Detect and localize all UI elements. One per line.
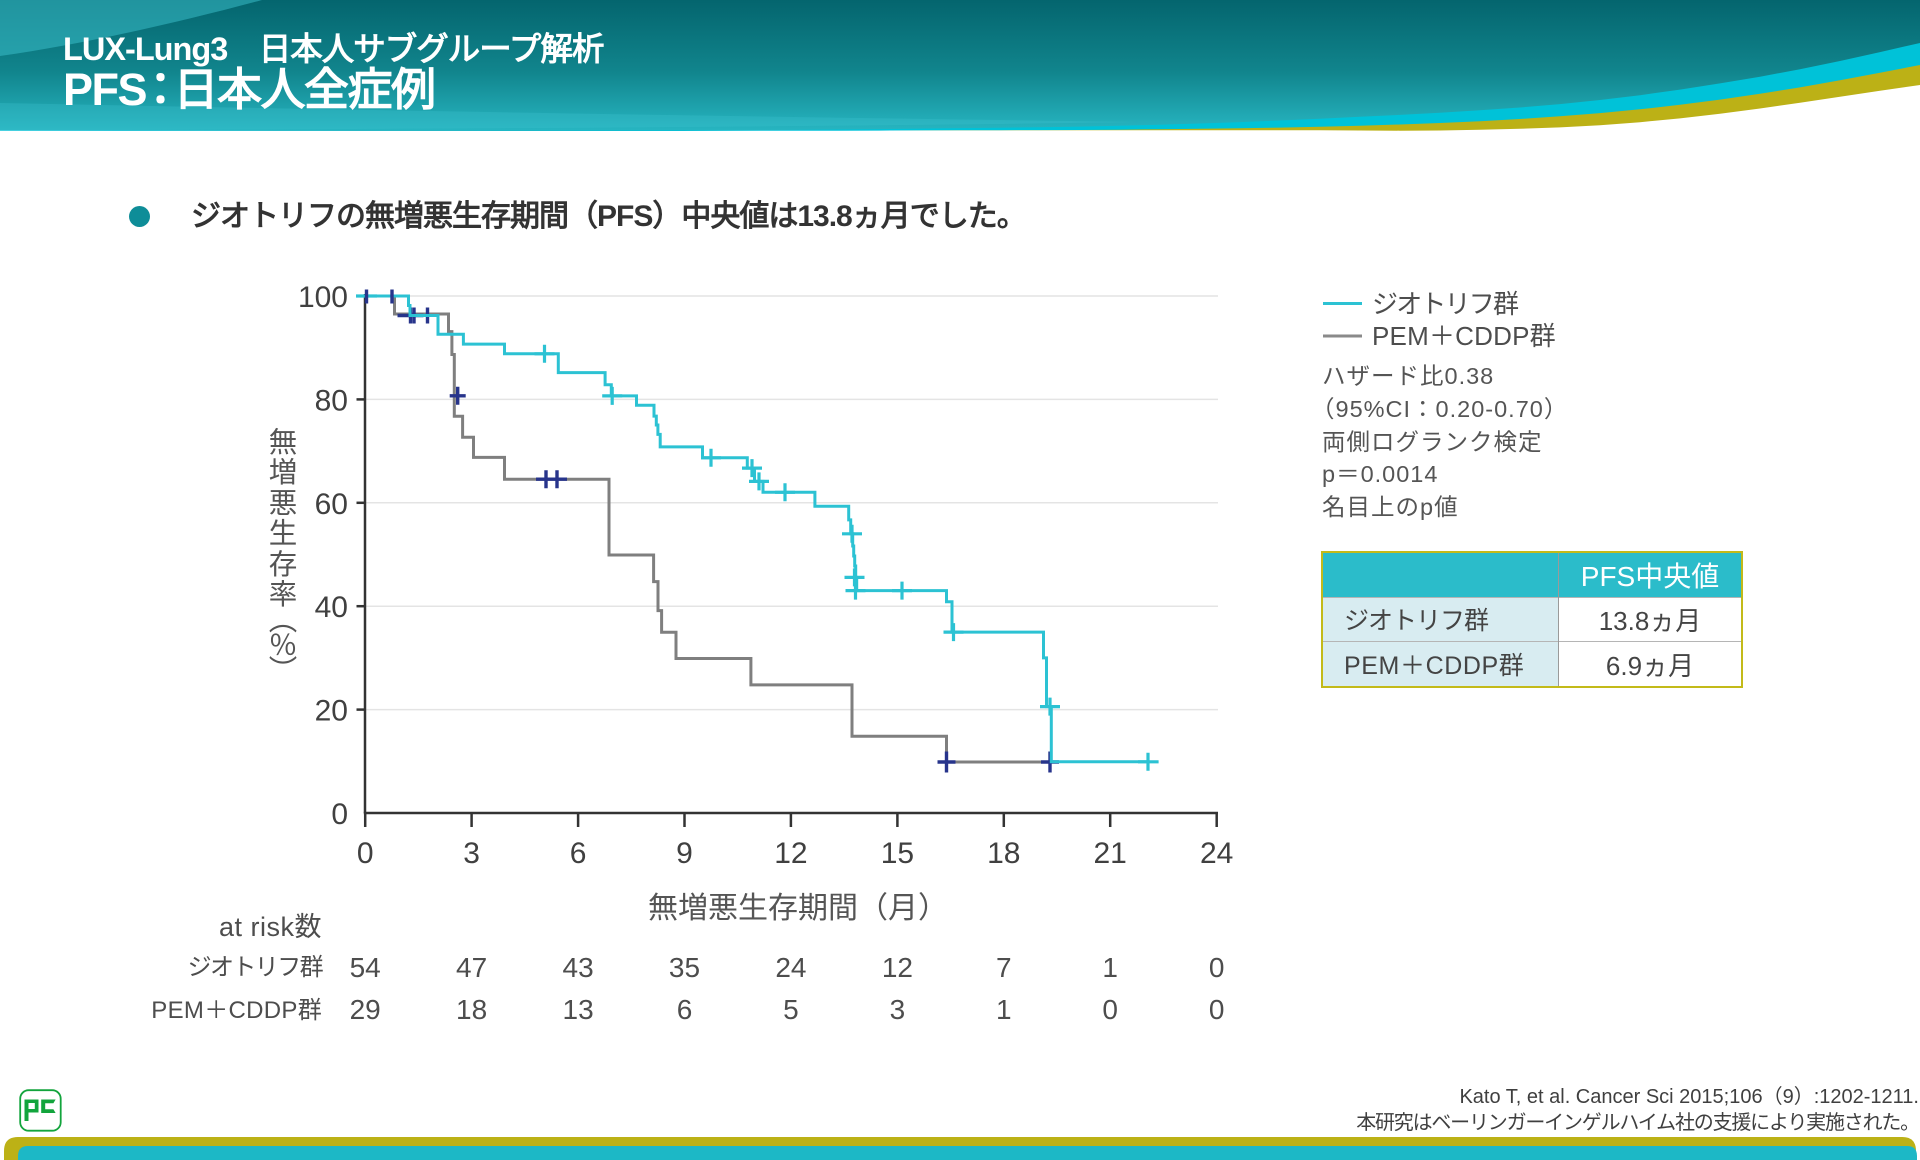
svg-text:0: 0 xyxy=(1209,952,1225,983)
svg-text:35: 35 xyxy=(669,952,700,983)
svg-text:40: 40 xyxy=(315,591,348,624)
svg-text:ジオトリフ群: ジオトリフ群 xyxy=(188,954,324,981)
svg-text:5: 5 xyxy=(783,994,799,1025)
svg-text:20: 20 xyxy=(315,695,348,728)
svg-text:18: 18 xyxy=(456,994,487,1025)
svg-text:3: 3 xyxy=(463,837,480,870)
svg-text:9: 9 xyxy=(676,837,693,870)
svg-text:15: 15 xyxy=(881,837,914,870)
svg-text:12: 12 xyxy=(774,837,807,870)
svg-text:0: 0 xyxy=(331,798,348,831)
svg-text:1: 1 xyxy=(1102,952,1118,983)
svg-text:3: 3 xyxy=(890,994,906,1025)
svg-text:54: 54 xyxy=(350,952,381,983)
svg-text:80: 80 xyxy=(315,384,348,417)
svg-text:7: 7 xyxy=(996,952,1012,983)
svg-text:21: 21 xyxy=(1094,837,1127,870)
svg-text:at risk数: at risk数 xyxy=(219,912,322,942)
svg-text:18: 18 xyxy=(987,837,1020,870)
svg-text:0: 0 xyxy=(357,837,374,870)
svg-text:6: 6 xyxy=(677,994,693,1025)
svg-text:13: 13 xyxy=(563,994,594,1025)
svg-text:6: 6 xyxy=(570,837,587,870)
svg-text:47: 47 xyxy=(456,952,487,983)
svg-text:29: 29 xyxy=(350,994,381,1025)
svg-text:24: 24 xyxy=(1200,837,1233,870)
svg-text:0: 0 xyxy=(1102,994,1118,1025)
svg-text:1: 1 xyxy=(996,994,1012,1025)
svg-text:100: 100 xyxy=(298,281,348,314)
svg-text:60: 60 xyxy=(315,488,348,521)
svg-text:24: 24 xyxy=(775,952,806,983)
svg-text:PEM＋CDDP群: PEM＋CDDP群 xyxy=(151,997,322,1024)
svg-text:12: 12 xyxy=(882,952,913,983)
svg-text:43: 43 xyxy=(563,952,594,983)
svg-text:0: 0 xyxy=(1209,994,1225,1025)
svg-text:無増悪生存期間（月）: 無増悪生存期間（月） xyxy=(648,892,948,925)
